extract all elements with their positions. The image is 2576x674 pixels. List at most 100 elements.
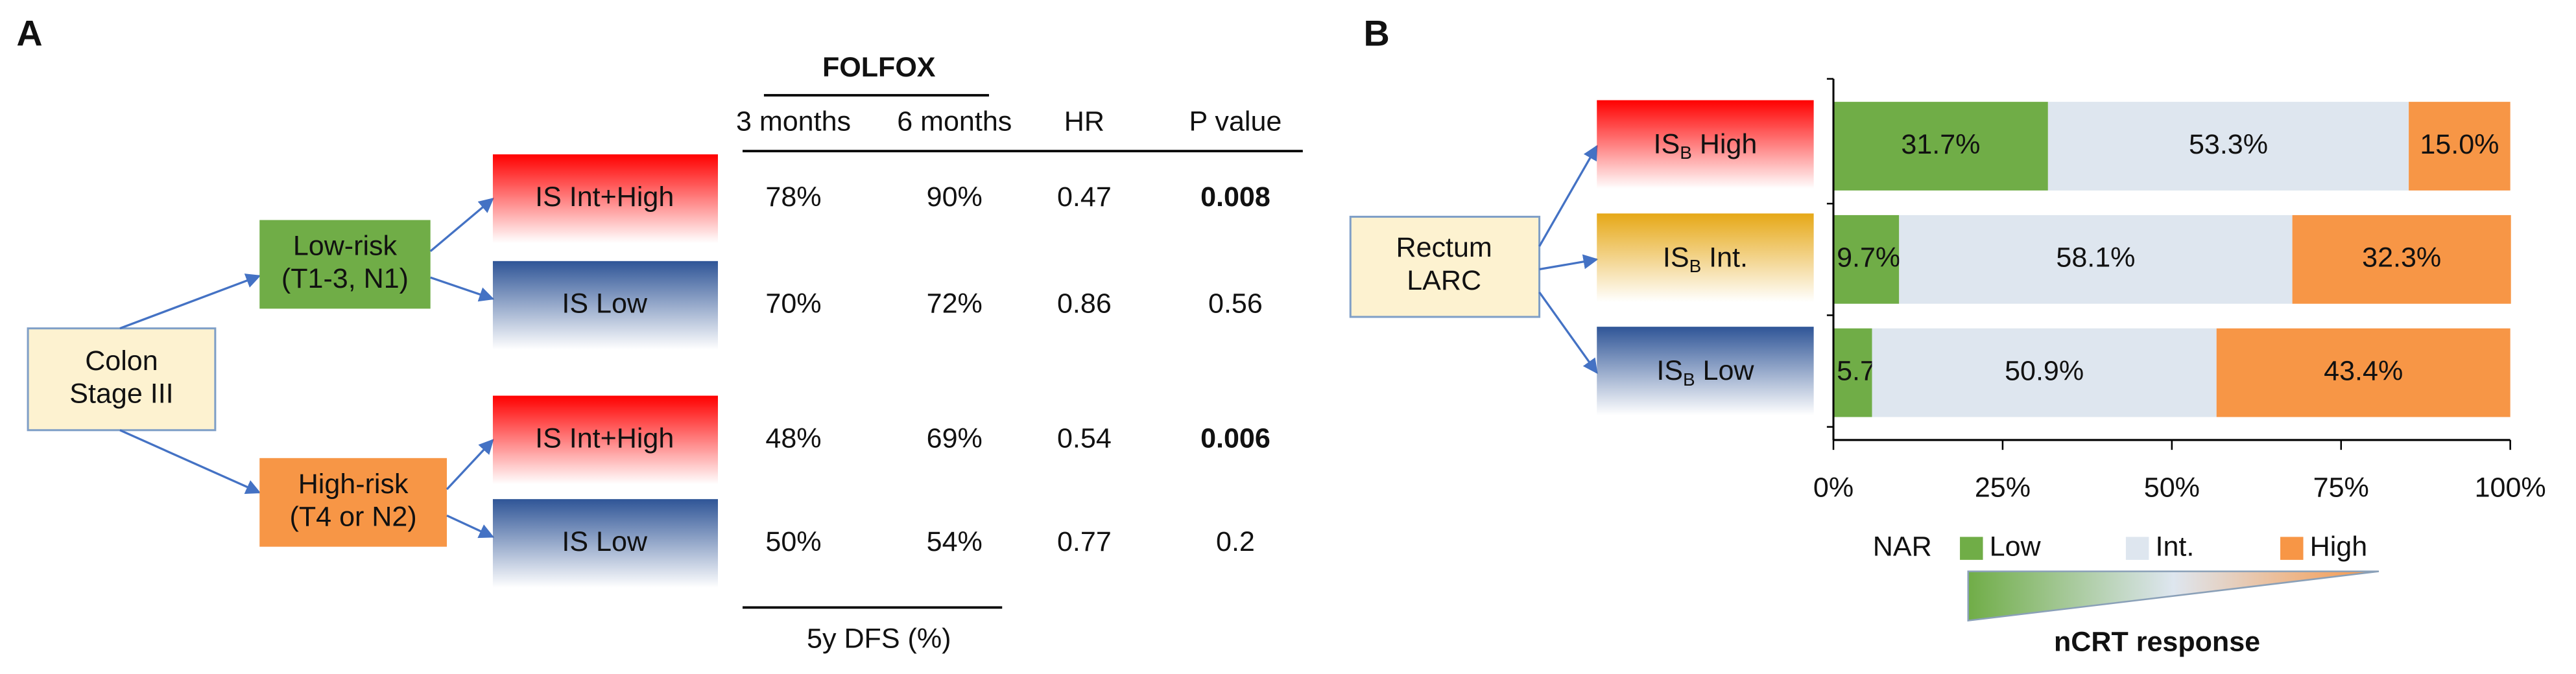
group-label-line: High-risk (298, 469, 409, 500)
value-label: 50.9% (2005, 355, 2084, 386)
table-cell: 54% (927, 526, 983, 557)
category-label-part: IS (1656, 355, 1683, 386)
column-header: 6 months (897, 106, 1012, 137)
table-cell: 50% (765, 526, 821, 557)
subgroup-label: IS Int+High (535, 181, 674, 213)
bar-segment (2409, 102, 2510, 191)
group-box (259, 458, 447, 547)
value-label: 58.1% (2056, 242, 2135, 273)
arrow (119, 429, 261, 494)
bar-segment (1833, 102, 2048, 191)
bar-segment (1833, 215, 1900, 304)
column-header: 3 months (736, 106, 851, 137)
legend-label: High (2310, 531, 2368, 563)
value-label: 43.4% (2324, 355, 2403, 386)
arrow (430, 276, 495, 302)
category-box (1597, 100, 1814, 189)
category-label-part: B (1680, 143, 1692, 163)
table-cell: 78% (765, 181, 821, 213)
source-label-line: LARC (1407, 265, 1481, 296)
root-label: Colon Stage III (69, 345, 173, 410)
panel-label: A (16, 14, 42, 54)
arrow (446, 439, 494, 491)
value-label: 31.7% (1901, 129, 1980, 160)
bar-segment (2047, 102, 2409, 191)
arrow (1538, 292, 1598, 374)
source-box (1349, 215, 1541, 318)
category-box (1597, 327, 1814, 415)
arrow (446, 514, 495, 539)
legend-label: Low (1990, 531, 2042, 563)
subgroup-box (492, 154, 718, 243)
category-label-part: B (1683, 369, 1695, 389)
value-label: 32.3% (2362, 242, 2441, 273)
subgroup-label: IS Int+High (535, 423, 674, 454)
legend-swatch (1960, 537, 1983, 560)
table-cell: 0.77 (1057, 526, 1112, 557)
bar-segment (1899, 215, 2293, 304)
group-box (259, 220, 431, 309)
panel-label: B (1364, 14, 1390, 54)
table-cell: 0.006 (1200, 423, 1270, 454)
value-label: 15.0% (2420, 129, 2499, 160)
table-group-header: FOLFOX (822, 52, 936, 83)
arrow (119, 273, 261, 330)
x-tick-label: 0% (1813, 472, 1854, 503)
root-box (27, 327, 217, 432)
category-label-part: IS (1654, 129, 1680, 160)
legend-label: Int. (2156, 531, 2195, 563)
category-label-part: Int. (1701, 242, 1748, 273)
category-box (1597, 213, 1814, 303)
x-tick-label: 25% (1975, 472, 2031, 503)
category-label-part: B (1689, 256, 1702, 276)
table-footer: 5y DFS (%) (807, 623, 951, 654)
group-label: Low-risk (T1-3, N1) (281, 231, 409, 295)
table-cell: 0.2 (1216, 526, 1255, 557)
category-label-part: IS (1663, 242, 1689, 273)
group-label: High-risk (T4 or N2) (290, 469, 417, 533)
bar-segment (1833, 328, 1872, 417)
x-tick-label: 100% (2475, 472, 2546, 503)
value-label: 9.7% (1837, 242, 1900, 273)
bar-segment (2216, 328, 2510, 417)
table-cell: 0.54 (1057, 423, 1112, 454)
table-cell: 90% (927, 181, 983, 213)
x-tick-label: 50% (2144, 472, 2200, 503)
table-cell: 0.47 (1057, 181, 1112, 213)
table-cell: 48% (765, 423, 821, 454)
bar-segment (2292, 215, 2511, 304)
bar-segment (1872, 328, 2217, 417)
root-label-line: Stage III (69, 378, 173, 410)
group-label-line: Low-risk (293, 231, 398, 262)
group-label-line: (T1-3, N1) (281, 264, 409, 295)
table-cell: 0.86 (1057, 288, 1112, 320)
category-label-part: Low (1695, 355, 1755, 386)
category-label: ISB High (1654, 129, 1758, 163)
table-cell: 69% (927, 423, 983, 454)
subgroup-box (492, 499, 718, 588)
table-cell: 0.008 (1200, 181, 1270, 213)
arrow (429, 198, 494, 252)
subgroup-box (492, 261, 718, 350)
table-cell: 0.56 (1208, 288, 1263, 320)
column-header: P value (1189, 106, 1282, 137)
annotation: nCRT response (2054, 626, 2260, 657)
legend-swatch (2125, 537, 2149, 560)
category-label: ISB Int. (1663, 242, 1748, 277)
arrow (1538, 145, 1598, 247)
legend-swatch (2280, 537, 2304, 560)
category-label-part: High (1692, 129, 1758, 160)
column-header: HR (1064, 106, 1104, 137)
group-label-line: (T4 or N2) (290, 502, 417, 533)
source-label-line: Rectum (1396, 232, 1492, 263)
category-label: ISB Low (1656, 355, 1754, 389)
response-wedge (1967, 570, 2379, 622)
legend-title: NAR (1873, 531, 1932, 563)
subgroup-label: IS Low (562, 526, 648, 557)
x-tick-label: 75% (2313, 472, 2369, 503)
subgroup-box (492, 395, 718, 485)
value-label: 53.3% (2189, 129, 2268, 160)
root-label-line: Colon (85, 345, 158, 377)
table-cell: 70% (765, 288, 821, 320)
